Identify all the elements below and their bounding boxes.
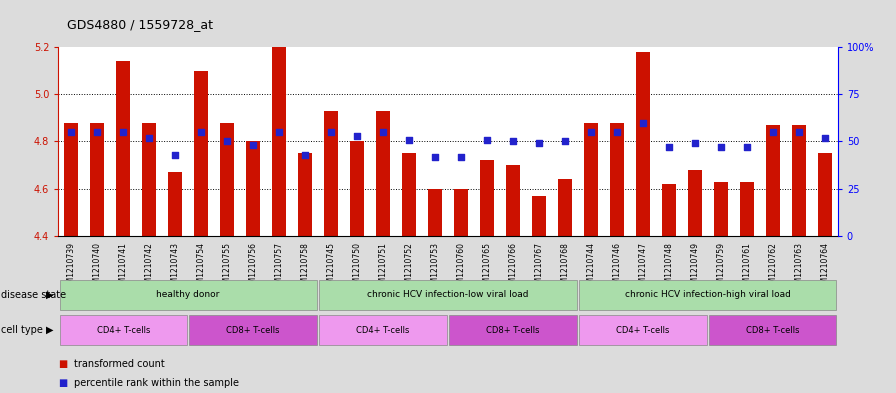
Point (90, 129, 104, 135)
Bar (65, 123, 78, 236)
Text: CD4+ T-cells: CD4+ T-cells (357, 326, 409, 334)
Point (428, 153, 443, 160)
Point (532, 140, 547, 147)
Point (687, 140, 702, 147)
Bar (194, 71, 208, 236)
Bar (480, 160, 494, 236)
Text: cell type: cell type (1, 325, 43, 335)
Bar (246, 141, 260, 236)
Bar (376, 111, 390, 236)
Point (609, 129, 624, 135)
Text: CD8+ T-cells: CD8+ T-cells (487, 326, 539, 334)
Point (401, 136, 416, 143)
Bar (350, 141, 364, 236)
Bar (59, 315, 187, 345)
Point (480, 136, 495, 143)
Bar (792, 125, 806, 236)
Point (454, 153, 469, 160)
Text: CD4+ T-cells: CD4+ T-cells (97, 326, 150, 334)
Text: healthy donor: healthy donor (157, 290, 220, 299)
Text: ■: ■ (58, 378, 67, 388)
Text: transformed count: transformed count (74, 358, 165, 369)
Point (635, 119, 650, 126)
Point (584, 129, 599, 135)
Text: CD8+ T-cells: CD8+ T-cells (746, 326, 799, 334)
Bar (428, 189, 442, 236)
Text: chronic HCV infection-low viral load: chronic HCV infection-low viral load (367, 290, 529, 299)
Text: CD8+ T-cells: CD8+ T-cells (227, 326, 280, 334)
Bar (688, 170, 702, 236)
Point (116, 129, 131, 135)
Bar (818, 153, 831, 236)
Text: percentile rank within the sample: percentile rank within the sample (74, 378, 239, 388)
Bar (449, 315, 577, 345)
Bar (579, 315, 707, 345)
Point (194, 129, 209, 135)
Bar (636, 52, 650, 236)
Point (220, 138, 235, 145)
Bar (319, 315, 447, 345)
Bar (584, 123, 598, 236)
Point (713, 144, 728, 150)
Point (557, 138, 572, 145)
Point (142, 134, 157, 141)
Bar (116, 61, 130, 236)
Bar (168, 172, 182, 236)
Point (817, 134, 831, 141)
Point (246, 142, 260, 149)
Point (272, 129, 287, 135)
Bar (558, 179, 572, 236)
Point (792, 129, 806, 135)
Bar (766, 125, 780, 236)
Bar (189, 315, 317, 345)
Bar (402, 153, 416, 236)
Text: ▶: ▶ (46, 290, 53, 300)
Text: disease state: disease state (1, 290, 66, 300)
Point (765, 129, 780, 135)
Bar (90, 123, 104, 236)
Point (661, 144, 676, 150)
Bar (714, 182, 728, 236)
Bar (59, 280, 317, 310)
Text: ▶: ▶ (46, 325, 53, 335)
Bar (319, 280, 577, 310)
Bar (324, 111, 338, 236)
Point (349, 133, 364, 139)
Point (65, 129, 79, 135)
Bar (454, 189, 468, 236)
Point (297, 152, 313, 158)
Text: GDS4880 / 1559728_at: GDS4880 / 1559728_at (67, 18, 213, 31)
Bar (532, 196, 546, 236)
Point (168, 152, 183, 158)
Point (740, 144, 754, 150)
Point (324, 129, 339, 135)
Bar (142, 123, 156, 236)
Bar (506, 165, 520, 236)
Bar (272, 47, 286, 236)
Bar (610, 123, 624, 236)
Bar (740, 182, 754, 236)
Bar (662, 184, 676, 236)
Point (505, 138, 520, 145)
Text: chronic HCV infection-high viral load: chronic HCV infection-high viral load (625, 290, 791, 299)
Point (376, 129, 391, 135)
Bar (220, 123, 234, 236)
Bar (709, 315, 837, 345)
Bar (579, 280, 837, 310)
Text: ■: ■ (58, 358, 67, 369)
Bar (298, 153, 312, 236)
Text: CD4+ T-cells: CD4+ T-cells (616, 326, 669, 334)
